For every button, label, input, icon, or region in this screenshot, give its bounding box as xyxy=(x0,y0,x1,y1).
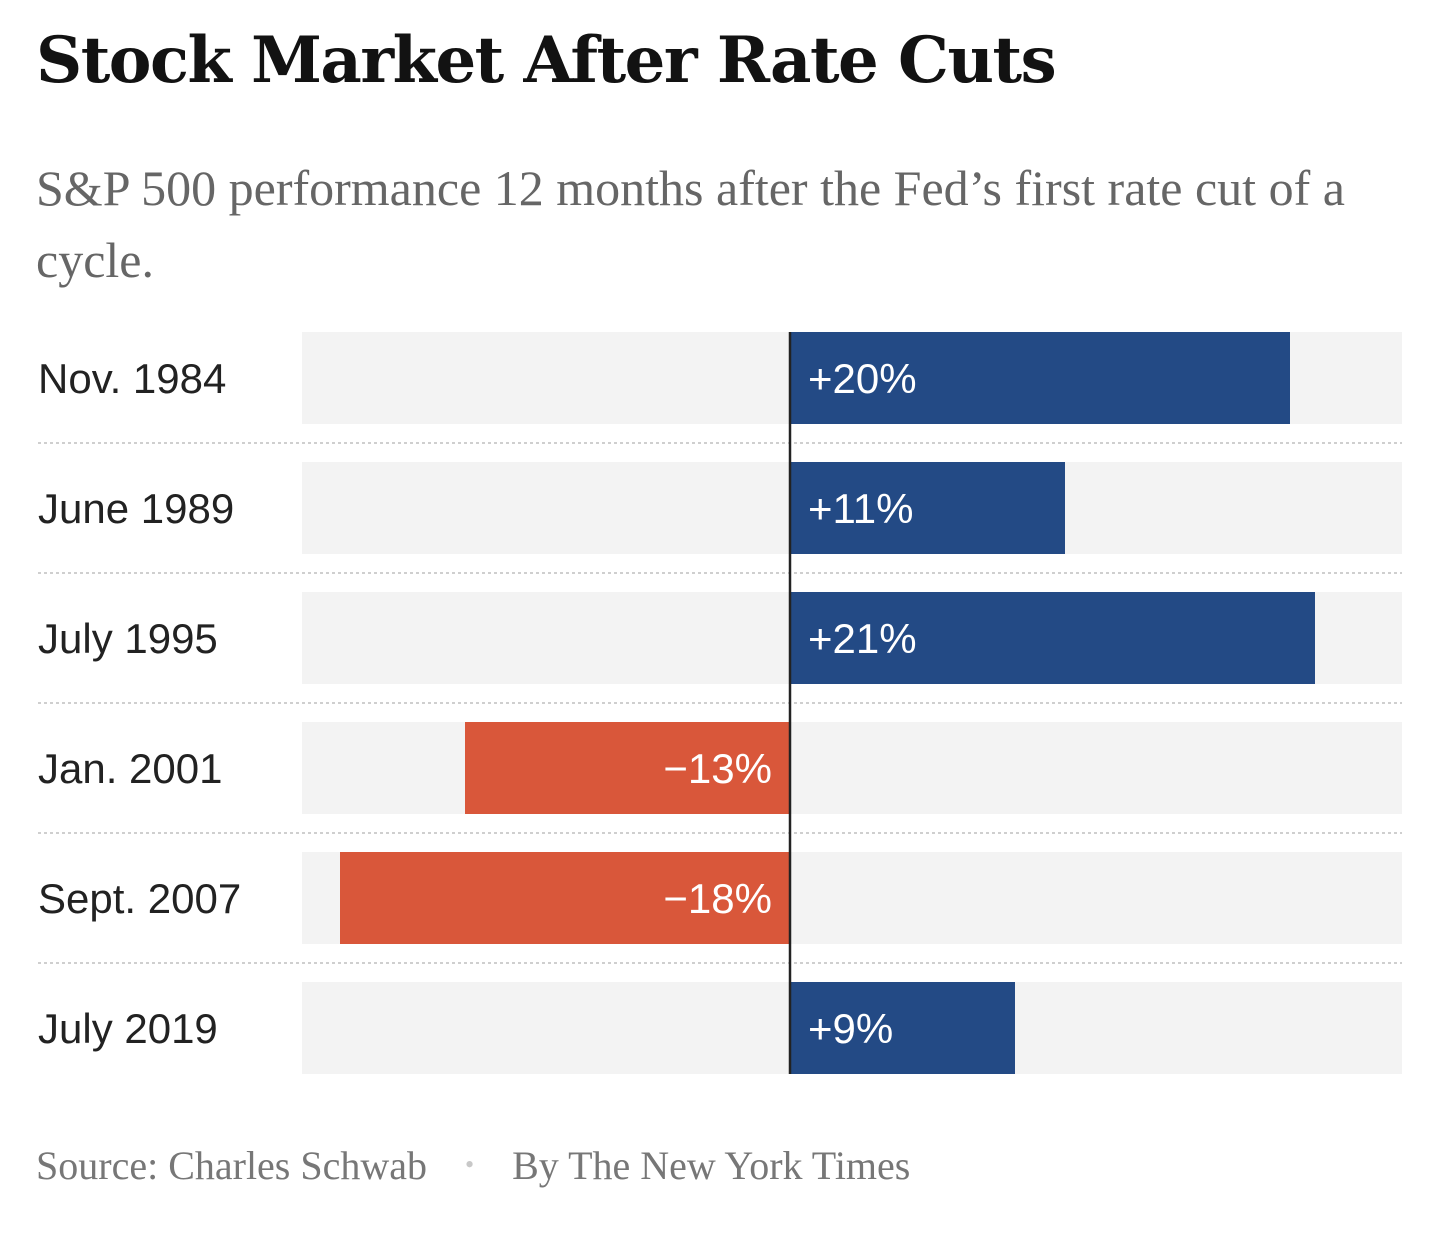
byline: By The New York Times xyxy=(512,1143,911,1188)
bar-positive xyxy=(790,982,1015,1074)
bar-positive xyxy=(790,592,1315,684)
category-label: Sept. 2007 xyxy=(38,875,241,922)
data-label: +20% xyxy=(808,355,917,402)
category-label: July 2019 xyxy=(38,1005,218,1052)
category-label: June 1989 xyxy=(38,485,234,532)
data-label: −13% xyxy=(663,745,772,792)
data-label: +21% xyxy=(808,615,917,662)
category-label: Jan. 2001 xyxy=(38,745,223,792)
category-label: Nov. 1984 xyxy=(38,355,226,402)
data-label: +9% xyxy=(808,1005,893,1052)
chart-title: Stock Market After Rate Cuts xyxy=(36,23,1057,98)
category-label: July 1995 xyxy=(38,615,218,662)
bar-positive xyxy=(790,462,1065,554)
source-credit: Source: Charles Schwab xyxy=(36,1143,428,1188)
bar-negative xyxy=(340,852,790,944)
chart-subtitle: S&P 500 performance 12 months after the … xyxy=(36,160,1345,288)
data-label: +11% xyxy=(808,485,913,532)
bar-positive xyxy=(790,332,1290,424)
data-label: −18% xyxy=(663,875,772,922)
bar-negative xyxy=(465,722,790,814)
separator-dot: • xyxy=(465,1150,475,1179)
chart-footer: Source: Charles Schwab • By The New York T… xyxy=(36,1142,910,1189)
